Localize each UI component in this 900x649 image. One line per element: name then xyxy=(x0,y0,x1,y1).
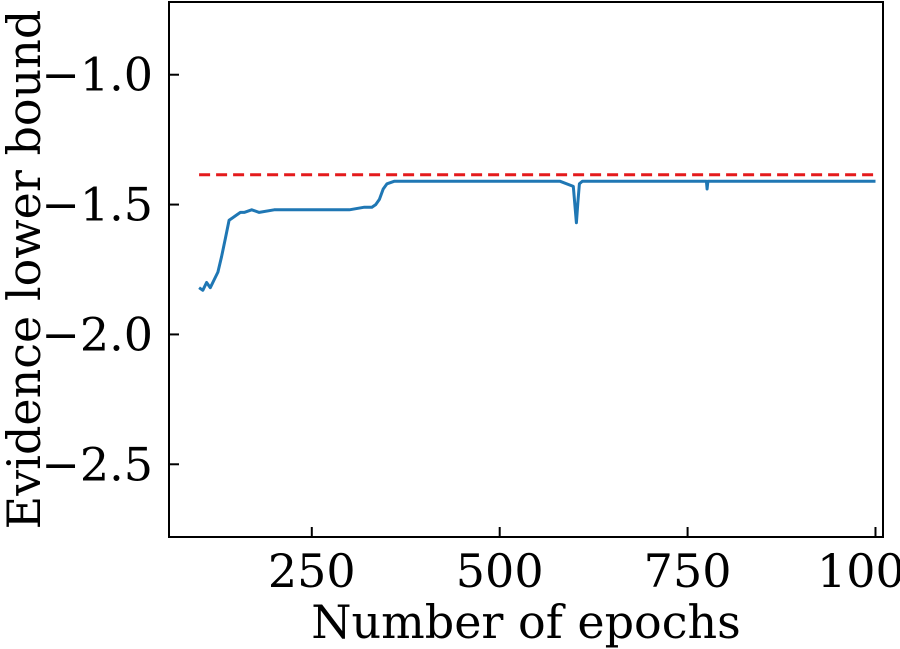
y-tick-label: −1.0 xyxy=(41,48,153,102)
x-tick-label: 500 xyxy=(456,544,544,598)
series-layer xyxy=(198,173,876,292)
y-tick-label: −2.5 xyxy=(41,437,153,491)
x-tick-label: 1000 xyxy=(817,544,900,598)
y-axis-label: Evidence lower bound xyxy=(0,10,51,530)
elbo-series-line xyxy=(198,179,876,292)
y-tick-label: −1.5 xyxy=(41,178,153,232)
ticks-layer: 250 500 750 1000 −1.0 −1.5 −2.0 −2.5 xyxy=(41,48,900,598)
x-axis-label: Number of epochs xyxy=(311,595,740,649)
x-tick-label: 750 xyxy=(644,544,732,598)
plot-frame xyxy=(168,1,884,538)
x-tick-label: 250 xyxy=(268,544,356,598)
y-tick-label: −2.0 xyxy=(41,307,153,361)
